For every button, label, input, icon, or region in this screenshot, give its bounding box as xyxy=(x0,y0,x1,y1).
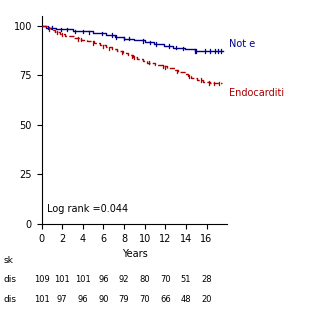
Text: 70: 70 xyxy=(140,295,150,304)
Text: 70: 70 xyxy=(160,276,171,284)
Text: dis: dis xyxy=(3,295,16,304)
Text: 101: 101 xyxy=(34,295,50,304)
Text: 28: 28 xyxy=(201,276,212,284)
Text: 101: 101 xyxy=(54,276,70,284)
Text: 101: 101 xyxy=(75,276,91,284)
Text: 96: 96 xyxy=(98,276,109,284)
Text: 51: 51 xyxy=(181,276,191,284)
Text: 80: 80 xyxy=(140,276,150,284)
Text: 79: 79 xyxy=(119,295,129,304)
Text: dis: dis xyxy=(3,276,16,284)
Text: 109: 109 xyxy=(34,276,50,284)
Text: 97: 97 xyxy=(57,295,68,304)
Text: 96: 96 xyxy=(77,295,88,304)
Text: Not e: Not e xyxy=(229,39,255,49)
Text: 90: 90 xyxy=(98,295,109,304)
Text: 66: 66 xyxy=(160,295,171,304)
Text: 48: 48 xyxy=(181,295,191,304)
Text: 20: 20 xyxy=(201,295,212,304)
X-axis label: Years: Years xyxy=(122,249,147,259)
Text: Log rank =0.044: Log rank =0.044 xyxy=(47,204,128,214)
Text: Endocarditi: Endocarditi xyxy=(229,88,284,98)
Text: 92: 92 xyxy=(119,276,129,284)
Text: sk: sk xyxy=(3,256,13,265)
